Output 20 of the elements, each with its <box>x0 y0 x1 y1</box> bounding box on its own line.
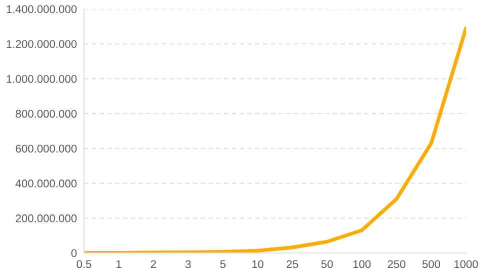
y-tick-label: 200.000.000 <box>16 214 77 222</box>
x-tick-label: 0.5 <box>76 260 92 268</box>
y-tick-label: 1.400.000.000 <box>6 5 77 14</box>
x-tick-label: 50 <box>321 260 333 268</box>
x-tick-label: 1000 <box>454 260 478 268</box>
x-tick-label: 10 <box>252 260 264 268</box>
y-tick-label: 400.000.000 <box>16 180 77 188</box>
y-tick-label: 1.200.000.000 <box>6 40 77 48</box>
y-tick-label: 600.000.000 <box>16 144 77 153</box>
x-tick-label: 3 <box>186 260 191 268</box>
x-tick-label: 250 <box>388 260 406 268</box>
x-tick-label: 1 <box>116 260 122 268</box>
x-tick-label: 25 <box>286 260 298 268</box>
y-tick-label: 800.000.000 <box>16 110 77 118</box>
x-tick-label: 5 <box>220 260 226 268</box>
y-tick-label: 0 <box>71 249 77 258</box>
x-tick-label: 500 <box>422 260 440 268</box>
x-tick-label: 2 <box>150 260 156 268</box>
x-tick-label: 100 <box>353 260 371 268</box>
y-tick-label: 1.000.000.000 <box>6 74 77 83</box>
